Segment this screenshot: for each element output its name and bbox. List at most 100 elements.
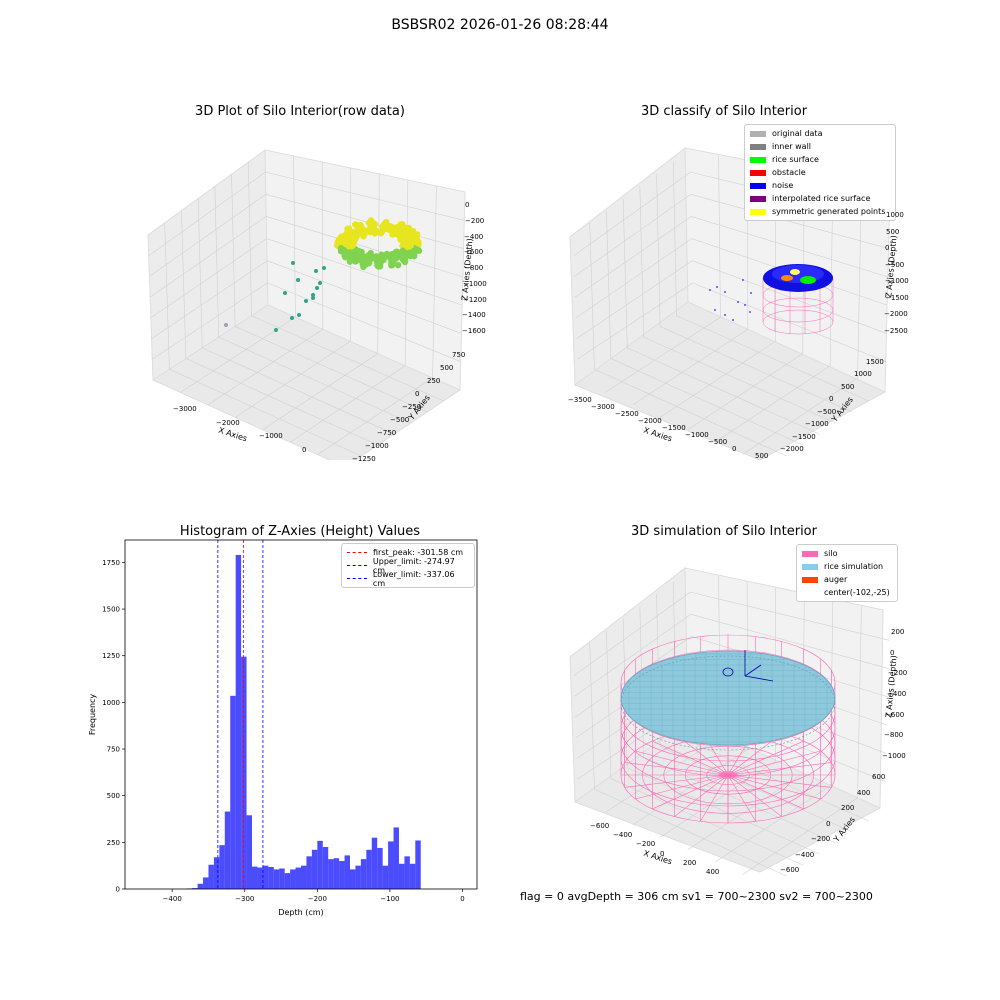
histogram-bar: [322, 847, 329, 889]
histogram-bar: [295, 867, 301, 889]
panel4-y-tick-label: 0: [826, 820, 831, 828]
legend-swatch: [750, 169, 766, 176]
legend-label: symmetric generated points: [772, 207, 886, 216]
panel1-point: [371, 255, 379, 262]
legend-line-swatch: [347, 565, 367, 566]
histogram-xlabel: Depth (cm): [278, 908, 323, 917]
panel1-y-tick-label: −1250: [352, 455, 376, 463]
panel1-point: [403, 238, 410, 246]
panel1-point: [315, 286, 319, 290]
panel2-noise-ring: [763, 264, 833, 292]
panel2-z-tick-label: −1500: [885, 294, 909, 302]
panel1-point: [394, 261, 402, 269]
histogram-y-tick-label: 500: [107, 792, 120, 800]
panel1-point: [340, 233, 347, 240]
legend-swatch: [802, 550, 818, 557]
histogram-bar: [382, 865, 389, 889]
panel1-x-tick-label: −1000: [259, 432, 283, 440]
histogram-x-tick-label: −400: [163, 895, 182, 903]
panel1-point: [387, 255, 395, 262]
histogram-bar: [398, 863, 405, 889]
panel1-point: [400, 252, 407, 260]
histogram-x-tick-label: −300: [235, 895, 254, 903]
panel2-y-tick-label: 1500: [866, 358, 884, 366]
panel4-x-tick-label: 200: [683, 859, 697, 867]
panel1-point: [356, 228, 363, 236]
panel2-legend: original data inner wall rice surface obsta…: [744, 124, 896, 221]
legend-label: noise: [772, 181, 794, 190]
histogram-bar: [208, 864, 214, 889]
panel4-z-tick-label: −200: [888, 669, 908, 677]
panel2-noise-point: [749, 311, 751, 313]
panel2-legend-item: original data: [750, 127, 890, 140]
histogram-x-tick-label: −100: [380, 895, 399, 903]
panel1-point: [349, 229, 357, 236]
histogram-y-tick-label: 1250: [102, 652, 120, 660]
panel1-point: [341, 252, 348, 260]
histogram-bar: [262, 865, 269, 889]
panel1-y-tick-label: 0: [415, 390, 420, 398]
histogram-bar: [224, 811, 231, 889]
panel2-title: 3D classify of Silo Interior: [640, 104, 808, 119]
panel4-title: 3D simulation of Silo Interior: [631, 524, 817, 539]
panel1-point: [274, 328, 278, 332]
histogram-bar: [366, 849, 372, 889]
panel4-legend-item: silo: [802, 547, 892, 560]
panel2-noise-point: [737, 301, 739, 303]
panel1-point: [304, 299, 308, 303]
panel1-point: [395, 228, 402, 235]
panel1-point: [388, 262, 395, 269]
histogram-bar: [301, 865, 307, 889]
histogram-bar: [355, 865, 361, 889]
panel1-title: 3D Plot of Silo Interior(row data): [195, 104, 405, 119]
panel1-point: [415, 247, 423, 254]
panel1-point: [311, 293, 315, 297]
panel1-point: [283, 291, 287, 295]
panel2-x-tick-label: −2500: [615, 410, 639, 418]
histogram-bar: [349, 869, 356, 889]
legend-swatch: [802, 563, 818, 570]
histogram-bar: [311, 849, 318, 889]
panel2-y-tick-label: −1500: [792, 433, 816, 441]
panel1-point: [290, 316, 294, 320]
panel1-point: [318, 281, 322, 285]
panel1-point: [345, 248, 352, 255]
legend-label: rice surface: [772, 155, 819, 164]
panel1-x-tick-label: 0: [302, 446, 307, 454]
panel4-z-tick-label: −800: [884, 731, 904, 739]
histogram-legend: first_peak: -301.58 cm Upper_limit: -274.…: [341, 543, 475, 588]
panel1-point: [224, 323, 228, 327]
panel1-point: [322, 266, 326, 270]
histogram-bar: [360, 859, 367, 889]
panel4-legend: silo rice simulation auger center(-102,-25): [796, 544, 898, 602]
histogram-frame: [124, 539, 478, 890]
panel4-x-tick-label: 400: [706, 868, 720, 876]
panel2-x-tick-label: −1000: [685, 431, 709, 439]
panel1-y-tick-label: 500: [440, 364, 454, 372]
panel4-y-tick-label: 400: [857, 789, 871, 797]
panel2-legend-item: inner wall: [750, 140, 890, 153]
panel2-y-tick-label: 500: [841, 383, 855, 391]
histogram-y-tick-label: 750: [107, 746, 120, 754]
panel1-z-tick-label: −200: [465, 217, 485, 225]
legend-swatch: [802, 590, 818, 596]
histogram-x-tick-label: −200: [308, 895, 327, 903]
histogram-y-tick-label: 0: [116, 886, 120, 894]
panel1-point: [348, 243, 355, 250]
panel1-z-tick-label: −600: [464, 248, 484, 256]
panel1-point: [357, 221, 364, 229]
legend-label: Upper_limit: -274.97 cm: [372, 556, 455, 575]
histogram-bar: [284, 873, 291, 889]
panel1-y-tick-label: −250: [402, 403, 422, 411]
panel1-z-tick-label: −800: [464, 264, 484, 272]
histogram-bar: [328, 859, 334, 889]
legend-label: Lower_limit: -337.06 cm: [372, 569, 455, 588]
histogram-bar: [192, 888, 198, 889]
histogram-bar: [415, 840, 421, 889]
panel1-point: [362, 260, 370, 267]
histogram-bar: [377, 847, 383, 889]
legend-label: rice simulation: [824, 562, 884, 571]
panel4-z-tick-label: −400: [887, 690, 907, 698]
panel1-x-tick-label: −3000: [173, 405, 197, 413]
histogram-bar: [203, 877, 209, 889]
